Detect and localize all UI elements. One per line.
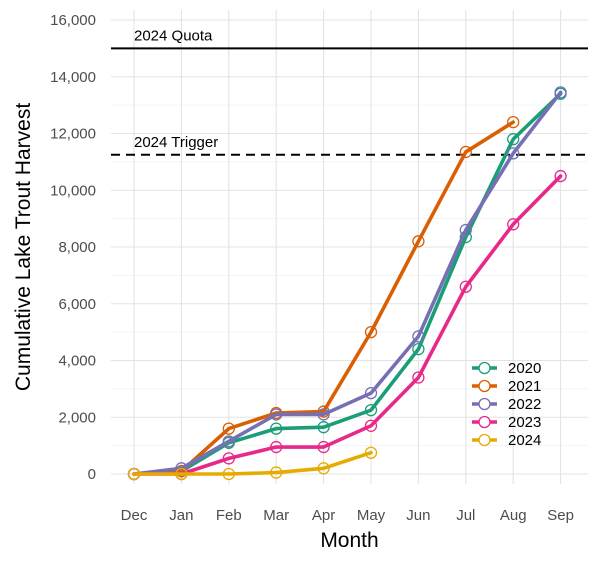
x-tick-label: Apr [312, 507, 335, 524]
series-2024 [127, 446, 378, 481]
legend-marker [478, 379, 491, 393]
series-2023 [127, 169, 567, 481]
data-point [222, 422, 235, 435]
legend-marker [478, 433, 491, 447]
y-tick-label: 0 [88, 466, 96, 483]
y-tick-label: 4,000 [58, 353, 96, 370]
data-point [554, 86, 567, 99]
series-line [132, 90, 563, 476]
y-tick-label: 2,000 [58, 409, 96, 426]
legend-item: 2021 [472, 378, 541, 395]
x-tick-label: Dec [121, 507, 148, 524]
series-line [132, 174, 563, 476]
data-point [270, 440, 283, 454]
y-tick-label: 8,000 [58, 239, 96, 256]
legend-item: 2023 [472, 414, 541, 431]
series-lines [127, 86, 567, 481]
y-tick-label: 12,000 [50, 126, 96, 143]
x-tick-label: Aug [500, 507, 527, 524]
reference-line-label: 2024 Quota [134, 27, 213, 44]
legend-marker [478, 415, 491, 429]
data-point [507, 133, 520, 146]
data-point [459, 280, 472, 293]
legend-label: 2023 [508, 414, 541, 431]
legend-item: 2020 [472, 360, 541, 377]
data-point [507, 218, 520, 231]
data-point [270, 466, 283, 479]
legend-marker [478, 361, 491, 375]
data-point [222, 452, 235, 465]
data-point [317, 462, 330, 475]
data-point [317, 408, 330, 421]
data-point [412, 235, 425, 248]
data-point [270, 408, 283, 421]
x-axis-title: Month [320, 529, 378, 552]
y-axis-title: Cumulative Lake Trout Harvest [12, 103, 35, 391]
data-point [554, 169, 567, 183]
data-point [507, 116, 520, 129]
data-point [175, 467, 188, 481]
data-point [459, 145, 472, 159]
reference-line-label: 2024 Trigger [134, 134, 218, 151]
legend-label: 2021 [508, 378, 541, 395]
data-point [507, 147, 520, 160]
legend-label: 2022 [508, 396, 541, 413]
data-point [459, 223, 472, 237]
x-tick-label: May [357, 507, 386, 524]
data-point [317, 440, 330, 454]
x-tick-label: Feb [216, 507, 242, 524]
data-point [412, 330, 425, 343]
data-point [364, 404, 378, 417]
y-tick-label: 14,000 [50, 69, 96, 86]
data-point [412, 342, 425, 356]
axes: 0 2,000 4,000 6,000 8,000 10,000 12,000 14,000 1… [50, 12, 574, 524]
x-tick-label: Mar [263, 507, 289, 524]
data-point [364, 446, 378, 459]
data-point [364, 386, 378, 400]
legend-item: 2024 [472, 432, 541, 449]
legend-marker [478, 397, 491, 411]
x-tick-label: Jun [406, 507, 430, 524]
legend-label: 2020 [508, 360, 541, 377]
y-tick-label: 16,000 [50, 12, 96, 29]
legend-label: 2024 [508, 432, 541, 449]
x-tick-label: Sep [547, 507, 574, 524]
x-tick-label: Jan [169, 507, 193, 524]
data-point [364, 325, 378, 339]
series-line [132, 120, 516, 476]
x-tick-label: Jul [456, 507, 475, 524]
series-line [132, 450, 373, 476]
data-point [412, 371, 425, 384]
data-point [364, 419, 378, 432]
data-point [127, 467, 141, 481]
y-tick-label: 6,000 [58, 296, 96, 313]
y-tick-label: 10,000 [50, 182, 96, 199]
data-point [270, 422, 283, 435]
legend-item: 2022 [472, 396, 541, 413]
data-point [222, 467, 235, 481]
series-line [132, 91, 563, 476]
data-point [317, 421, 330, 434]
data-point [222, 435, 235, 448]
